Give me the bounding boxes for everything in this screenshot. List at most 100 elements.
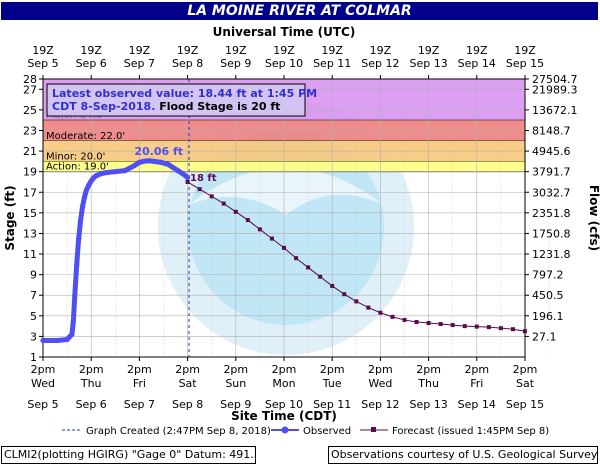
latest-observation-line2: CDT 8-Sep-2018. Flood Stage is 20 ft [52,100,280,113]
y-tick-label: 17 [23,186,37,199]
observed-point [98,171,104,177]
latest-observation-box [46,83,306,117]
y-tick-label: 21 [23,145,37,158]
x2-tick-label-date: Sep 13 [409,57,447,70]
x-tick-label-day: Sun [225,377,246,390]
forecast-point [390,314,395,319]
x-tick-label-day: Wed [368,377,392,390]
forecast-point [282,245,286,250]
x-tick-label-time: 2pm [31,363,56,376]
flow-tick-label: 450.5 [532,289,564,302]
x2-tick-label-date: Sep 6 [76,57,107,70]
x-tick-label-date: Sep 7 [124,398,155,411]
x-tick-label-time: 2pm [320,363,345,376]
forecast-point [426,321,431,326]
x2-tick-label-date: Sep 12 [361,57,399,70]
x2-tick-label-date: Sep 9 [220,57,251,70]
peak-value-label: 20.06 ft [134,145,183,158]
observed-point [185,174,191,181]
observed-point [54,337,61,344]
x-axis-title: Site Time (CDT) [231,409,337,423]
x2-tick-label-time: 19Z [129,44,151,57]
chart-title: LA MOINE RIVER AT COLMAR [1,2,598,20]
x-tick-label-time: 2pm [223,363,248,376]
x2-tick-label-time: 19Z [514,44,536,57]
x-tick-label-day: Wed [31,377,55,390]
x-tick-label-time: 2pm [272,363,297,376]
forecast-point [330,283,335,288]
observed-point [83,187,89,193]
flow-tick-label: 21989.3 [532,83,578,96]
observed-point [79,204,86,210]
observed-point [180,171,186,177]
y-tick-label: 7 [30,289,37,302]
forecast-point [245,218,250,223]
x2-tick-label-time: 19Z [32,44,54,57]
flow-tick-label: 13672.1 [532,104,578,117]
forecast-point [269,236,274,241]
forecast-point [498,326,503,331]
flood-label-moderate: Moderate: 22.0' [46,131,125,142]
observed-point [86,182,92,188]
forecast-point [402,317,407,322]
observed-point [141,158,147,164]
y-tick-label: 15 [23,207,37,220]
y2-axis-title: Flow (cfs) [587,185,600,251]
x-tick-label-time: 2pm [127,363,152,376]
legend-graph-created-label: Graph Created (2:47PM Sep 8, 2018) [86,426,271,437]
y-tick-label: 5 [30,310,37,323]
observed-point [158,159,164,165]
forecast-point [462,324,467,329]
forecast-point [233,209,238,214]
forecast-point [318,274,323,279]
x-tick-label-time: 2pm [464,363,489,376]
observed-point [70,318,76,324]
flood-label-action: Action: 19.0' [46,162,109,173]
flow-tick-label: 3032.7 [532,186,571,199]
x-tick-label-time: 2pm [175,363,200,376]
y-tick-label: 9 [30,269,37,282]
legend-forecast-marker [371,427,376,432]
x2-tick-label-time: 19Z [370,44,392,57]
y-tick-label: 23 [23,124,37,137]
x-tick-label-day: Sat [516,377,535,390]
datum-footer: CLMI2(plotting HGIRG) "Gage 0" Datum: 49… [1,446,256,464]
flow-tick-label: 1750.8 [532,227,571,240]
y-tick-label: 11 [23,248,37,261]
observed-point [72,292,78,298]
x2-tick-label-time: 19Z [80,44,102,57]
flow-tick-label: 797.2 [532,269,564,282]
x2-tick-label-date: Sep 15 [506,57,544,70]
flow-tick-label: 8148.7 [532,124,571,137]
x-tick-label-day: Fri [133,377,146,390]
x2-tick-label-time: 19Z [321,44,343,57]
flow-tick-label: 196.1 [532,310,564,323]
forecast-point [378,310,383,315]
observed-point [122,168,128,174]
y-tick-label: 25 [23,104,37,117]
legend-observed-label: Observed [303,426,351,437]
forecast-point [486,325,491,330]
x-tick-label-time: 2pm [416,363,441,376]
observed-point [112,169,118,175]
flow-tick-label: 27.1 [532,330,557,343]
legend-forecast-label: Forecast (issued 1:45PM Sep 8) [392,426,549,437]
x-tick-label-date: Sep 8 [172,398,203,411]
x2-tick-label-time: 19Z [273,44,295,57]
forecast-point [366,305,371,310]
observed-point [64,336,70,343]
observed-point [170,164,176,171]
x-tick-label-day: Tue [322,377,342,390]
x-tick-label-day: Fri [470,377,483,390]
y-tick-label: 1 [30,351,37,364]
flow-tick-label: 27504.7 [532,73,578,86]
forecast-point [306,265,311,270]
x2-tick-label-date: Sep 8 [172,57,203,70]
forecast-point [209,194,214,199]
x-tick-label-date: Sep 10 [265,398,303,411]
x-tick-label-time: 2pm [79,363,104,376]
x2-tick-label-time: 19Z [177,44,199,57]
x2-tick-label-date: Sep 11 [313,57,351,70]
